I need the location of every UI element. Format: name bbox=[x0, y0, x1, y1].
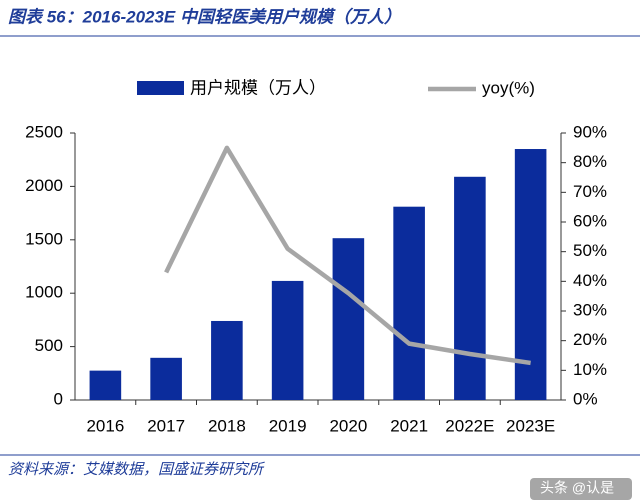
legend-label: yoy(%) bbox=[482, 78, 535, 97]
y2-tick-label: 80% bbox=[573, 152, 607, 171]
y-tick-label: 2000 bbox=[25, 176, 63, 195]
x-tick-label: 2018 bbox=[208, 416, 246, 435]
x-tick-label: 2020 bbox=[329, 416, 367, 435]
y-tick-label: 500 bbox=[35, 336, 63, 355]
bar bbox=[150, 357, 182, 400]
y2-tick-label: 50% bbox=[573, 241, 607, 260]
y2-tick-label: 90% bbox=[573, 122, 607, 141]
y-tick-label: 1500 bbox=[25, 229, 63, 248]
bar bbox=[514, 149, 547, 400]
y2-tick-label: 40% bbox=[573, 271, 607, 290]
legend-label: 用户规模（万人） bbox=[190, 78, 326, 97]
watermark-bg bbox=[530, 478, 632, 500]
source: 资料来源：艾媒数据，国盛证券研究所 bbox=[8, 461, 265, 478]
bar bbox=[393, 206, 425, 400]
x-tick-label: 2017 bbox=[147, 416, 185, 435]
y2-tick-label: 0% bbox=[573, 389, 598, 408]
y-tick-label: 1000 bbox=[25, 283, 63, 302]
watermark: 头条 @认是 bbox=[540, 480, 614, 496]
x-tick-label: 2016 bbox=[86, 416, 124, 435]
bar bbox=[454, 176, 486, 400]
x-tick-label: 2023E bbox=[506, 416, 555, 435]
bar bbox=[271, 280, 304, 400]
y2-tick-label: 60% bbox=[573, 211, 607, 230]
chart-title: 图表 56：2016-2023E 中国轻医美用户规模（万人） bbox=[8, 7, 401, 26]
y-tick-label: 0 bbox=[54, 389, 63, 408]
y-tick-label: 2500 bbox=[25, 122, 63, 141]
line bbox=[164, 145, 531, 366]
x-tick-label: 2021 bbox=[390, 416, 428, 435]
x-tick-label: 2022E bbox=[445, 416, 494, 435]
x-tick-label: 2019 bbox=[269, 416, 307, 435]
bar bbox=[332, 238, 365, 400]
legend-swatch bbox=[137, 81, 184, 95]
y2-tick-label: 20% bbox=[573, 330, 607, 349]
y2-tick-label: 70% bbox=[573, 182, 607, 201]
bar bbox=[211, 320, 243, 400]
y2-tick-label: 10% bbox=[573, 360, 607, 379]
y2-tick-label: 30% bbox=[573, 300, 607, 319]
bar bbox=[89, 370, 122, 400]
